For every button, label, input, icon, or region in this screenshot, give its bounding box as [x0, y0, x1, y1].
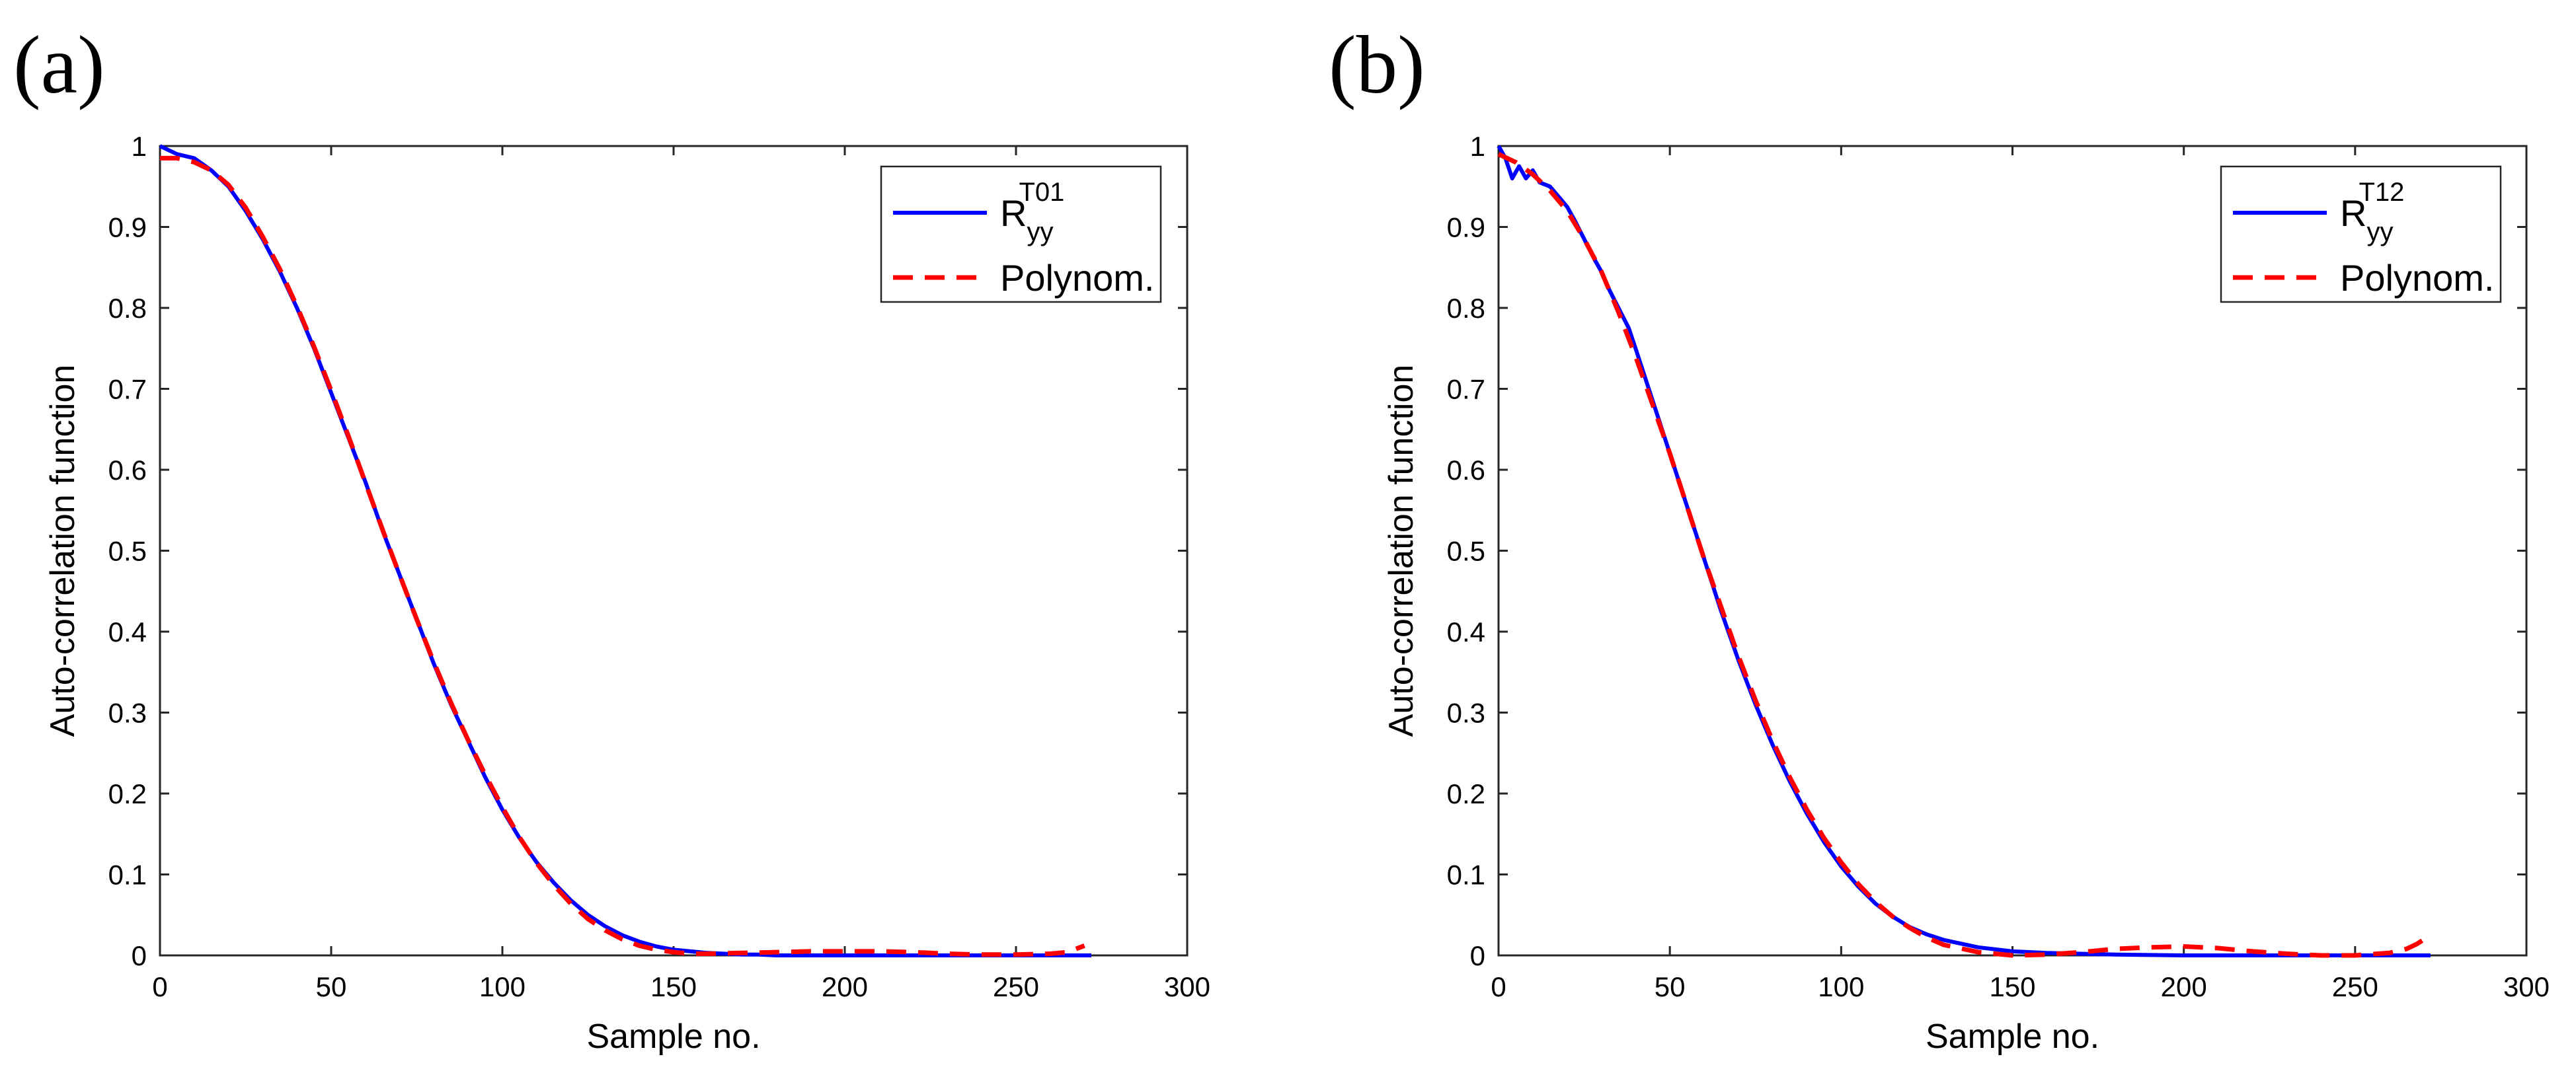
x-tick-label-b: 0 — [1491, 971, 1506, 1002]
series-line-polynom-a — [160, 155, 1085, 957]
y-axis-label-a: Auto-correlation function — [44, 365, 82, 737]
y-tick-label-a: 0.3 — [108, 698, 147, 729]
series-group-a — [159, 144, 1091, 957]
y-tick-label-b: 0.1 — [1447, 860, 1485, 891]
x-tick-label-b: 100 — [1818, 971, 1864, 1002]
series-group-b — [1497, 145, 2432, 958]
y-tick-label-a: 0.5 — [108, 536, 147, 567]
x-tick-label-b: 200 — [2161, 971, 2207, 1002]
panel-a: (a) 0 50 100 150 200 250 300 0 0.1 0.2 0.3 0.4 0.5 0.… — [13, 20, 1210, 1056]
y-tick-label-a: 0.9 — [108, 212, 147, 243]
y-tick-label-b: 0.2 — [1447, 778, 1485, 809]
y-tick-label-b: 0 — [1470, 940, 1485, 971]
panel-label-b: (b) — [1329, 20, 1425, 111]
y-tick-label-a: 0.6 — [108, 455, 147, 486]
legend-label-polynom-a: Polynom. — [1000, 257, 1154, 299]
y-tick-label-b: 0.6 — [1447, 455, 1485, 486]
y-tick-label-a: 0.1 — [108, 860, 147, 891]
y-tick-label-b: 0.7 — [1447, 374, 1485, 405]
y-tick-label-b: 0.3 — [1447, 698, 1485, 729]
legend-label-rtyy-a: RyyT01 — [1000, 178, 1064, 246]
x-tick-label-b: 250 — [2332, 971, 2378, 1002]
y-tick-label-b: 0.4 — [1447, 616, 1485, 648]
x-tick-label-a: 50 — [316, 971, 347, 1002]
panel-b: (b) 0 50 100 150 200 250 300 0 0.1 0.2 0.3 0.4 0.5 0.… — [1329, 20, 2550, 1056]
axis-ticks-a: 0 50 100 150 200 250 300 0 0.1 0.2 0.3 0.4 0.5 0.6 0.7… — [108, 131, 1210, 1002]
x-tick-label-a: 300 — [1164, 971, 1210, 1002]
y-tick-label-b: 1 — [1470, 131, 1485, 162]
x-tick-label-a: 0 — [152, 971, 167, 1002]
y-tick-label-a: 0.4 — [108, 616, 147, 648]
legend-label-polynom-b: Polynom. — [2340, 257, 2494, 299]
legend-label-rtyy-b: RyyT12 — [2340, 178, 2404, 246]
x-axis-label-a: Sample no. — [586, 1018, 760, 1056]
y-tick-label-a: 1 — [132, 131, 147, 162]
series-line-polynom-b — [1497, 152, 2432, 958]
y-tick-label-a: 0 — [132, 940, 147, 971]
y-axis-label-b: Auto-correlation function — [1382, 365, 1421, 737]
y-tick-label-b: 0.9 — [1447, 212, 1485, 243]
y-tick-label-a: 0.7 — [108, 374, 147, 405]
x-tick-label-a: 200 — [822, 971, 868, 1002]
y-tick-label-b: 0.8 — [1447, 293, 1485, 324]
panel-label-a: (a) — [13, 20, 105, 111]
x-tick-label-b: 300 — [2503, 971, 2550, 1002]
x-tick-label-b: 50 — [1655, 971, 1686, 1002]
legend-a: RyyT01 Polynom. — [880, 165, 1162, 303]
axis-ticks-b: 0 50 100 150 200 250 300 0 0.1 0.2 0.3 0.4 0.5 0.6 0.7… — [1447, 131, 2550, 1002]
x-tick-label-a: 100 — [479, 971, 526, 1002]
y-tick-label-a: 0.2 — [108, 778, 147, 809]
legend-b: RyyT12 Polynom. — [2220, 165, 2502, 303]
y-tick-label-a: 0.8 — [108, 293, 147, 324]
x-tick-label-b: 150 — [1989, 971, 2035, 1002]
x-tick-label-a: 250 — [993, 971, 1039, 1002]
x-axis-label-b: Sample no. — [1926, 1018, 2099, 1056]
y-tick-label-b: 0.5 — [1447, 536, 1485, 567]
x-tick-label-a: 150 — [650, 971, 697, 1002]
